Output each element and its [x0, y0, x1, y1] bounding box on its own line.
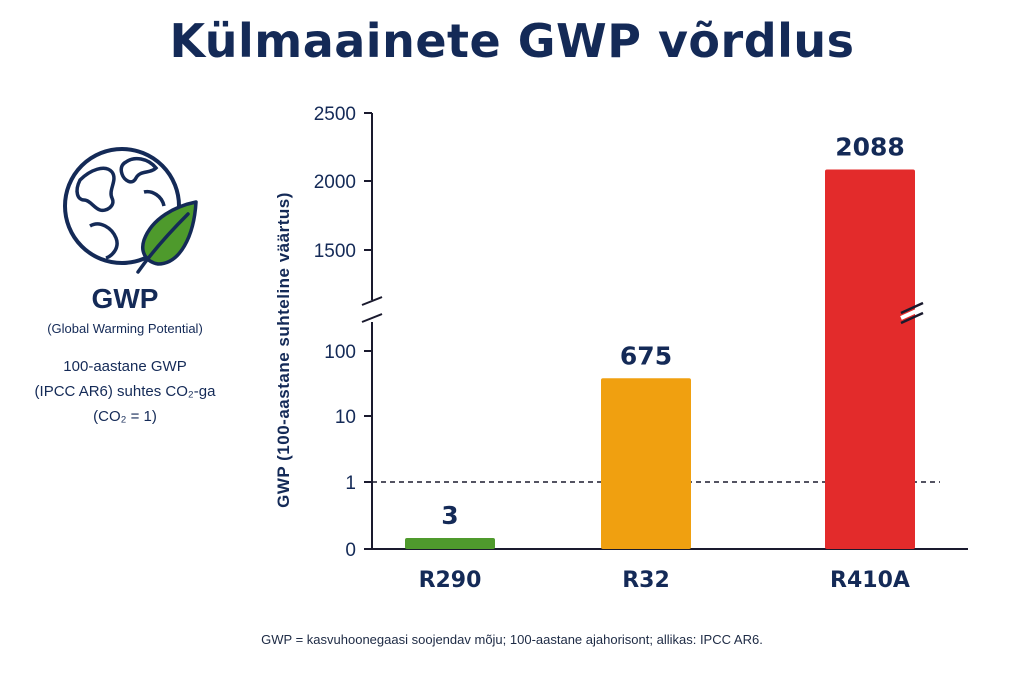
- data-labels: 3 675 2088: [441, 132, 905, 530]
- gwp-description: 100-aastane GWP (IPCC AR6) suhtes CO₂-ga…: [20, 354, 230, 429]
- bar-break-gap: [900, 306, 924, 320]
- globe-leaf-icon: [63, 147, 198, 274]
- y-tick-label: 2500: [314, 104, 356, 125]
- bar-R290: [405, 538, 495, 549]
- gwp-desc-line: (CO₂ = 1): [93, 408, 157, 425]
- y-tick-label: 1: [345, 473, 356, 494]
- bar-breaks: [900, 301, 924, 325]
- y-tick-label: 1500: [314, 241, 356, 262]
- y-tick-label: 10: [335, 407, 356, 428]
- x-tick-label: R290: [419, 568, 482, 593]
- y-tick-label: 100: [324, 342, 356, 363]
- gwp-desc-line: 100-aastane GWP: [63, 358, 187, 375]
- gwp-desc-line: (IPCC AR6) suhtes CO₂-ga: [34, 383, 216, 400]
- bar-R32: [601, 378, 691, 549]
- bars: [405, 169, 915, 549]
- axis-break-mark: [361, 313, 383, 323]
- data-label: 2088: [835, 132, 905, 161]
- y-tick-label: 2000: [314, 172, 356, 193]
- y-tick-label: 0: [345, 540, 356, 561]
- x-tick-label: R32: [622, 568, 670, 593]
- chart-title: Külmaainete GWP võrdlus: [169, 14, 855, 68]
- bar-R410A: [825, 169, 915, 549]
- data-label: 3: [441, 501, 458, 530]
- bar-break-mark: [900, 301, 924, 315]
- y-ticks: 0 1 10 100 1500 2000 2500: [314, 104, 372, 561]
- gwp-label: GWP: [91, 283, 159, 314]
- bar-break-mark: [900, 311, 924, 325]
- data-label: 675: [620, 341, 672, 370]
- x-tick-labels: R290 R32 R410A: [419, 568, 910, 593]
- gwp-full-name: (Global Warming Potential): [47, 321, 203, 336]
- footnote: GWP = kasvuhoonegaasi soojendav mõju; 10…: [261, 632, 763, 647]
- axis-break-mark: [361, 296, 383, 306]
- x-tick-label: R410A: [830, 568, 910, 593]
- gwp-info-panel: GWP (Global Warming Potential) 100-aasta…: [20, 140, 230, 429]
- y-axis-label: GWP (100-aastane suhteline väärtus): [274, 192, 293, 508]
